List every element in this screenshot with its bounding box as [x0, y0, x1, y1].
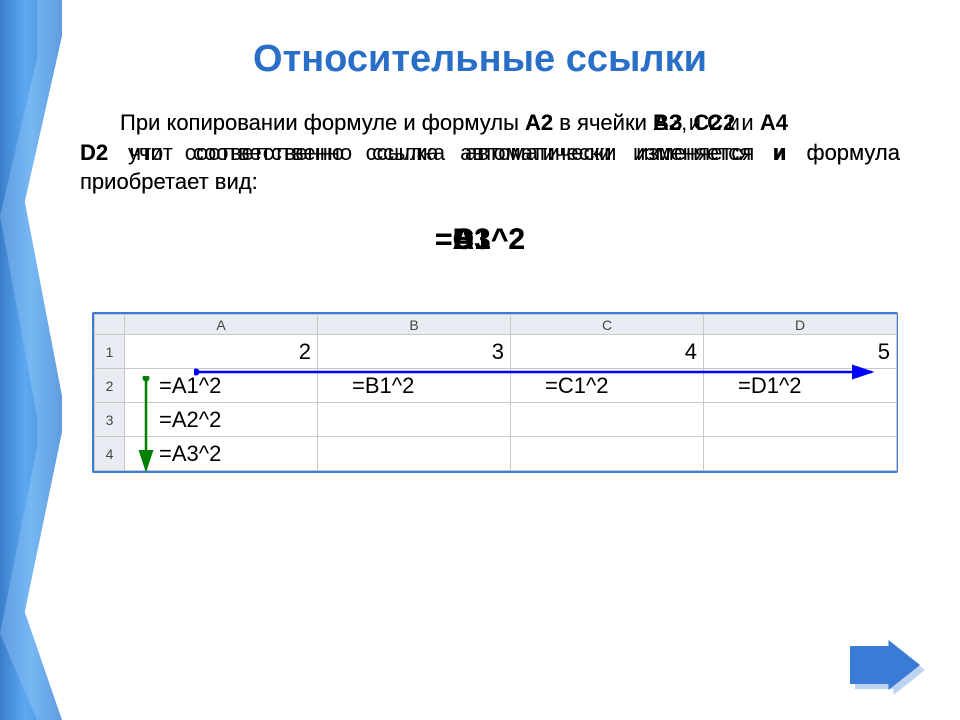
cell-C1[interactable]: 4 — [511, 335, 704, 369]
row-header: 3 — [95, 403, 125, 437]
col-header: A — [125, 315, 318, 335]
cell-C2[interactable]: =C1^2 — [511, 369, 704, 403]
col-header: D — [704, 315, 897, 335]
cell-C4[interactable] — [511, 437, 704, 471]
cell-A4[interactable]: =A3^2 — [125, 437, 318, 471]
page-title: Относительные ссылки — [0, 38, 960, 81]
table-row: 3 =A2^2 — [95, 403, 897, 437]
overlapping-formula: =С1^2 — [0, 225, 960, 255]
cell-D1[interactable]: 5 — [704, 335, 897, 369]
table-row: 4 =A3^2 — [95, 437, 897, 471]
cell-D3[interactable] — [704, 403, 897, 437]
row-header: 1 — [95, 335, 125, 369]
cell-A2[interactable]: =A1^2 — [125, 369, 318, 403]
formula-overlap-stack: =А3^2=В1^2=D1^2=С1^2 — [0, 225, 960, 259]
spreadsheet-table: A B C D 1 2 3 4 5 2 =A1^2 =B1^2 =C1^2 =D… — [94, 314, 897, 471]
cell-B2[interactable]: =B1^2 — [318, 369, 511, 403]
table-row: 1 2 3 4 5 — [95, 335, 897, 369]
cell-C3[interactable] — [511, 403, 704, 437]
cell-B3[interactable] — [318, 403, 511, 437]
col-header: C — [511, 315, 704, 335]
next-button[interactable] — [850, 640, 920, 690]
row-header: 4 — [95, 437, 125, 471]
cell-A1[interactable]: 2 — [125, 335, 318, 369]
column-header-row: A B C D — [95, 315, 897, 335]
cell-A3[interactable]: =A2^2 — [125, 403, 318, 437]
cell-D4[interactable] — [704, 437, 897, 471]
spreadsheet-frame: A B C D 1 2 3 4 5 2 =A1^2 =B1^2 =C1^2 =D… — [92, 312, 898, 473]
cell-B1[interactable]: 3 — [318, 335, 511, 369]
row-header: 2 — [95, 369, 125, 403]
cell-B4[interactable] — [318, 437, 511, 471]
corner-cell — [95, 315, 125, 335]
table-row: 2 =A1^2 =B1^2 =C1^2 =D1^2 — [95, 369, 897, 403]
left-accent-pattern — [0, 0, 62, 720]
paragraph-layer-2: При копировании формуле и формулы А2 в я… — [80, 108, 900, 197]
col-header: B — [318, 315, 511, 335]
cell-D2[interactable]: =D1^2 — [704, 369, 897, 403]
